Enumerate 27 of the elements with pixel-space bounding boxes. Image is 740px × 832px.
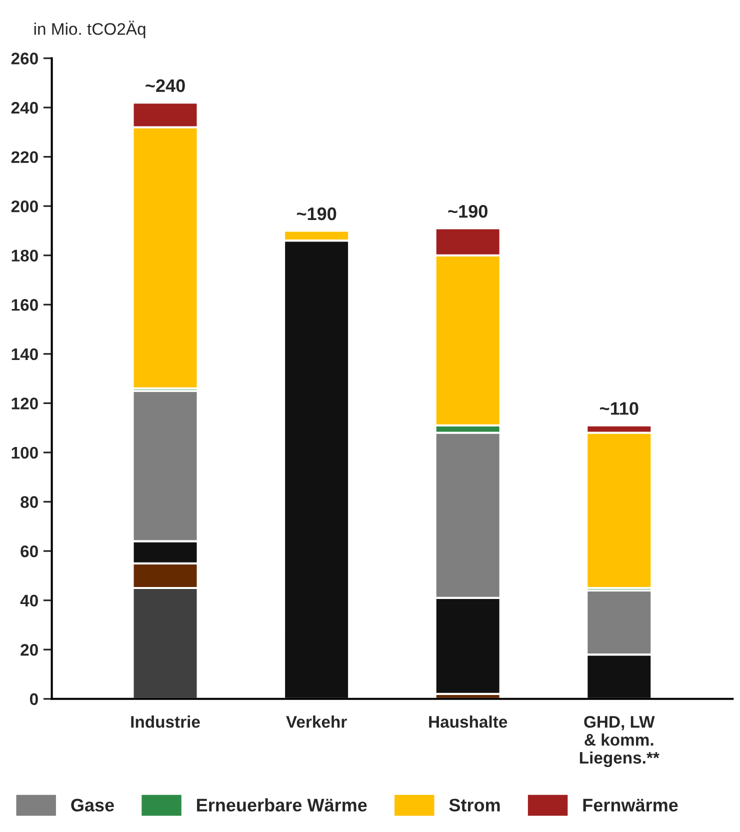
x-tick-label: Verkehr [286,716,347,728]
legend-label: Strom [449,798,500,812]
legend-label: Gase [71,798,114,812]
y-tick-label: 40 [20,594,38,607]
y-tick-label: 120 [12,398,38,410]
total-label: ~110 [600,402,638,415]
y-tick-label: 260 [11,52,38,64]
y-tick-label: 60 [20,545,38,558]
legend-label: Erneuerbare Wärme [197,798,367,812]
y-tick-label: 80 [20,496,38,508]
y-tick-label: 220 [11,151,38,164]
total-label: ~240 [146,79,185,92]
y-tick-label: 100 [12,446,38,459]
y-tick-label: 140 [12,348,38,360]
y-tick-label: 200 [11,200,38,212]
y-tick-label: 240 [11,102,38,114]
y-axis-title: in Mio. tCO2Äq [34,20,146,38]
y-tick-label: 180 [12,250,38,262]
total-label: ~190 [448,204,488,218]
x-tick-label: GHD, LW & komm. Liegens.** [580,716,660,768]
total-label: ~190 [296,207,336,220]
y-tick-label: 0 [30,693,38,706]
y-tick-label: 160 [12,299,38,311]
y-tick-label: 20 [20,644,38,656]
legend-label: Fernwärme [583,798,678,812]
x-tick-label: Industrie [131,716,200,728]
x-tick-label: Haushalte [429,716,508,728]
